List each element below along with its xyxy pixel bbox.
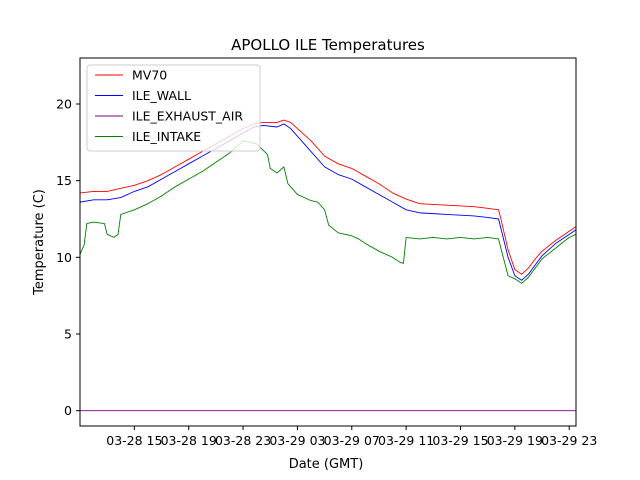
legend-label-mv70: MV70 <box>132 68 167 83</box>
legend-box <box>86 64 261 152</box>
x-tick-label: 03-29 19 <box>487 433 543 448</box>
x-tick-label: 03-29 07 <box>324 433 380 448</box>
x-tick-label: 03-29 11 <box>378 433 434 448</box>
x-tick-label: 03-29 15 <box>432 433 488 448</box>
y-axis-title: Temperature (C) <box>32 189 47 296</box>
chart-title: APOLLO ILE Temperatures <box>231 36 425 54</box>
y-tick-label: 0 <box>64 403 72 418</box>
x-tick-label: 03-28 23 <box>215 433 271 448</box>
y-tick-label: 5 <box>64 327 72 342</box>
series-layer <box>79 119 577 412</box>
series-line-mv70 <box>79 119 577 275</box>
y-axis: 0 5 10 15 20 <box>56 97 80 418</box>
legend-label-ile-wall: ILE_WALL <box>132 88 191 103</box>
x-tick-label: 03-29 03 <box>269 433 325 448</box>
y-tick-label: 10 <box>56 250 72 265</box>
x-tick-label: 03-29 23 <box>541 433 597 448</box>
y-tick-label: 15 <box>56 173 72 188</box>
x-axis-title: Date (GMT) <box>289 457 364 472</box>
series-line-ile-intake <box>79 140 577 284</box>
x-tick-label: 03-28 15 <box>106 433 162 448</box>
legend-label-ile-intake: ILE_INTAKE <box>132 129 201 144</box>
legend-label-ile-exhaust-air: ILE_EXHAUST_AIR <box>132 109 243 124</box>
y-tick-label: 20 <box>56 97 72 112</box>
series-line-ile-wall <box>79 123 577 281</box>
plot-area <box>79 57 577 427</box>
plot-frame <box>79 57 577 427</box>
x-tick-label: 03-28 19 <box>161 433 217 448</box>
legend: MV70 ILE_WALL ILE_EXHAUST_AIR ILE_INTAKE <box>86 64 261 152</box>
